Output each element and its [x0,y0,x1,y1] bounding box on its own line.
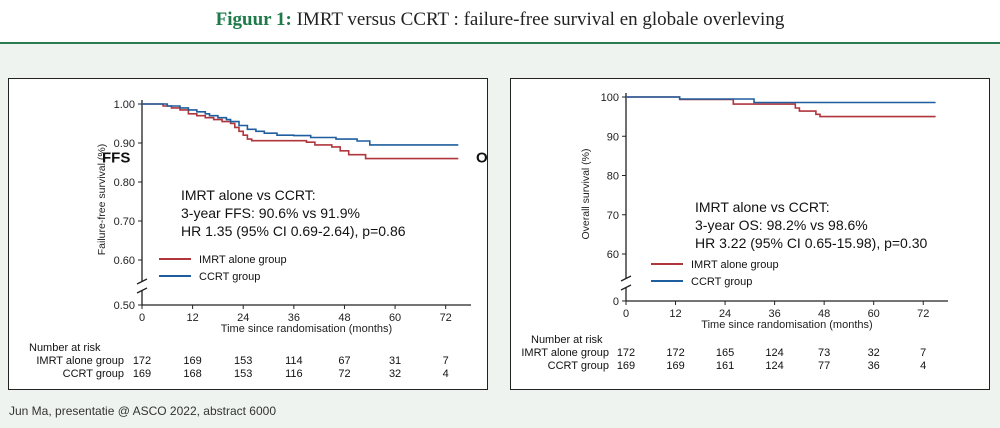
x-tick-label: 72 [917,308,929,320]
axis-break-mark [136,287,148,294]
risk-value: 114 [285,355,303,367]
risk-row-label: CCRT group [548,360,609,372]
os-side-label: OS [476,150,487,167]
risk-value: 172 [617,347,635,359]
ffs-chart-panel: 0.50 0.60 0.70 0.80 0.90 1.00 0 12 24 36 48 60 72 Tim… [8,78,488,390]
x-tick-label: 60 [389,312,401,324]
x-tick-label: 24 [719,308,731,320]
x-tick-label: 36 [288,312,300,324]
y-tick-label: 0.70 [114,216,135,228]
risk-row-label: IMRT alone group [521,347,609,359]
x-tick-label: 48 [338,312,350,324]
x-tick-label: 60 [868,308,880,320]
risk-value: 67 [338,355,350,367]
y-tick-label: 60 [607,249,619,261]
x-tick-label: 0 [623,308,629,320]
figure-title-text: IMRT versus CCRT : failure-free survival… [296,9,785,30]
legend-label: CCRT group [691,276,752,288]
risk-value: 116 [285,368,303,380]
y-tick-label: 70 [607,210,619,222]
axis-break-mark [620,275,632,282]
hr-annotation-line: 3-year FFS: 90.6% vs 91.9% [181,205,360,221]
risk-value: 124 [765,347,783,359]
risk-value: 172 [666,347,684,359]
risk-value: 73 [818,347,830,359]
axis-break-mark [136,278,148,285]
risk-row-label: CCRT group [63,368,124,380]
y-tick-label: 100 [601,92,619,104]
header-divider [0,42,1000,44]
x-tick-label: 36 [768,308,780,320]
risk-value: 7 [443,355,449,367]
legend-label: IMRT alone group [691,259,779,271]
y-tick-label: 1.00 [114,99,135,111]
y-tick-label: 0.50 [114,300,135,312]
axis-break-mark [620,284,632,291]
y-tick-label: 80 [607,171,619,183]
hr-annotation-line: IMRT alone vs CCRT: [695,199,830,215]
x-axis-label: Time since randomisation (months) [221,323,392,335]
risk-value: 72 [338,368,350,380]
risk-value: 153 [234,368,252,380]
risk-value: 32 [868,347,880,359]
risk-value: 7 [920,347,926,359]
risk-value: 153 [234,355,252,367]
risk-value: 36 [868,360,880,372]
risk-table-header: Number at risk [531,334,603,346]
risk-value: 77 [818,360,830,372]
risk-value: 4 [920,360,926,372]
x-tick-label: 12 [669,308,681,320]
source-footnote: Jun Ma, presentatie @ ASCO 2022, abstrac… [9,404,276,418]
risk-value: 32 [389,368,401,380]
ffs-chart: 0.50 0.60 0.70 0.80 0.90 1.00 0 12 24 36 48 60 72 Tim… [29,99,487,380]
x-tick-label: 24 [237,312,249,324]
risk-value: 169 [666,360,684,372]
risk-value: 4 [443,368,449,380]
survival-curve [626,96,936,104]
hr-annotation-line: HR 1.35 (95% CI 0.69-2.64), p=0.86 [181,223,406,239]
figure-title: Figuur 1: IMRT versus CCRT : failure-fre… [0,9,1000,31]
os-chart-panel: 0 60 70 80 90 100 0 12 24 36 48 60 72 Time since rand… [510,78,990,390]
risk-value: 31 [389,355,401,367]
hr-annotation-line: IMRT alone vs CCRT: [181,187,316,203]
risk-value: 165 [716,347,734,359]
os-chart: 0 60 70 80 90 100 0 12 24 36 48 60 72 Time since rand… [521,92,948,372]
risk-value: 161 [716,360,734,372]
y-tick-label: 0.80 [114,177,135,189]
x-tick-label: 0 [139,312,145,324]
figure-header: Figuur 1: IMRT versus CCRT : failure-fre… [0,0,1000,42]
x-axis-label: Time since randomisation (months) [701,319,872,331]
risk-value: 169 [133,368,151,380]
hr-annotation-line: HR 3.22 (95% CI 0.65-15.98), p=0.30 [695,235,928,251]
survival-curve [626,96,936,118]
y-tick-label: 0.60 [114,255,135,267]
y-tick-label: 0.90 [114,138,135,150]
risk-value: 172 [133,355,151,367]
x-tick-label: 72 [440,312,452,324]
ffs-side-label: FFS [102,150,130,167]
y-tick-label: 90 [607,131,619,143]
y-axis-label: Failure-free survival (%) [96,144,108,255]
y-tick-label: 0 [613,296,619,308]
risk-value: 169 [183,355,201,367]
legend-label: IMRT alone group [199,254,287,266]
survival-curve [142,103,459,160]
hr-annotation-line: 3-year OS: 98.2% vs 98.6% [695,217,868,233]
figure-label: Figuur 1: [215,9,292,30]
x-tick-label: 12 [186,312,198,324]
survival-curve [142,103,459,146]
risk-table-header: Number at risk [29,342,101,354]
risk-row-label: IMRT alone group [36,355,124,367]
x-tick-label: 48 [818,308,830,320]
risk-value: 169 [617,360,635,372]
legend-label: CCRT group [199,271,260,283]
y-axis-label: Overall survival (%) [580,148,592,239]
risk-value: 168 [183,368,201,380]
risk-value: 124 [765,360,783,372]
